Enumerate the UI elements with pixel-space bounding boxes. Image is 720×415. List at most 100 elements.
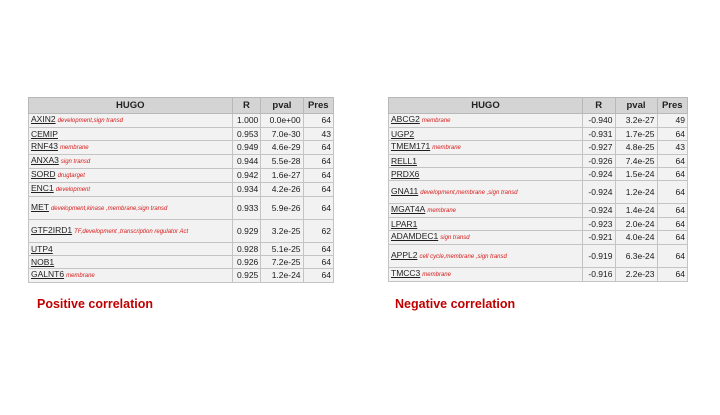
table-row: MGAT4A membrane -0.924 1.4e-24 64 xyxy=(388,203,689,218)
pval-cell: 4.8e-25 xyxy=(614,140,658,155)
gene-link[interactable]: APPL2 xyxy=(391,249,418,260)
table-row: ABCG2 membrane -0.940 3.2e-27 49 xyxy=(388,113,689,128)
table-row: SORD drugtarget 0.942 1.6e-27 64 xyxy=(28,168,335,183)
pval-cell: 5.1e-25 xyxy=(260,242,304,256)
gene-link[interactable]: LPAR1 xyxy=(391,218,418,229)
r-value-cell: -0.916 xyxy=(581,267,616,282)
gene-link[interactable]: UTP4 xyxy=(31,243,53,254)
gene-link[interactable]: GALNT6 xyxy=(31,269,65,279)
gene-link[interactable]: MET xyxy=(31,201,49,212)
pres-cell: 64 xyxy=(656,180,689,204)
gene-link[interactable]: UGP2 xyxy=(391,128,415,139)
table-header-row: HUGO R pval Pres xyxy=(388,97,689,114)
gene-link[interactable]: MGAT4A xyxy=(391,204,426,214)
r-value-cell: -0.926 xyxy=(581,154,616,168)
r-value-cell: 0.944 xyxy=(231,154,262,169)
gene-cell: UTP4 xyxy=(28,242,233,256)
table-row: UGP2 -0.931 1.7e-25 64 xyxy=(388,127,689,141)
gene-link[interactable]: ADAMDEC1 xyxy=(391,231,439,241)
gene-link[interactable]: NOB1 xyxy=(31,256,55,267)
gene-link[interactable]: PRDX6 xyxy=(391,168,420,179)
gene-annotation: membrane xyxy=(59,145,89,151)
column-header-pval[interactable]: pval xyxy=(614,97,658,114)
gene-cell: LPAR1 xyxy=(388,217,583,231)
pval-cell: 7.0e-30 xyxy=(260,127,304,141)
r-value-cell: -0.924 xyxy=(581,203,616,218)
pres-cell: 64 xyxy=(302,140,335,155)
gene-annotation: membrane xyxy=(422,272,451,278)
r-value-cell: 0.933 xyxy=(231,196,262,220)
pval-cell: 0.0e+00 xyxy=(260,113,304,128)
r-value-cell: 0.949 xyxy=(231,140,262,155)
pval-cell: 3.2e-25 xyxy=(260,219,304,243)
r-value-cell: -0.919 xyxy=(581,244,616,268)
gene-cell: NOB1 xyxy=(28,255,233,269)
gene-cell: ENC1 development xyxy=(28,182,233,197)
gene-link[interactable]: GNA11 xyxy=(391,185,419,196)
r-value-cell: 0.934 xyxy=(231,182,262,197)
gene-link[interactable]: ENC1 xyxy=(31,183,54,193)
gene-cell: SORD drugtarget xyxy=(28,168,233,183)
gene-cell: APPL2 cell cycle,membrane ,sign transd xyxy=(388,244,583,268)
gene-annotation: drugtarget xyxy=(57,173,85,179)
gene-annotation: membrane xyxy=(421,118,451,124)
gene-link[interactable]: ABCG2 xyxy=(391,114,420,124)
column-header-hugo[interactable]: HUGO xyxy=(28,97,233,114)
gene-cell: GNA11 development,membrane ,sign transd xyxy=(388,180,583,204)
column-header-hugo[interactable]: HUGO xyxy=(388,97,583,114)
column-header-pres[interactable]: Pres xyxy=(656,97,689,114)
gene-cell: TMEM171 membrane xyxy=(388,140,583,155)
gene-annotation: development xyxy=(55,187,91,193)
pval-cell: 6.3e-24 xyxy=(614,244,658,268)
gene-cell: RNF43 membrane xyxy=(28,140,233,155)
negative-correlation-caption: Negative correlation xyxy=(395,297,516,311)
pval-cell: 4.2e-26 xyxy=(260,182,304,197)
pres-cell: 43 xyxy=(302,127,335,141)
column-header-pval[interactable]: pval xyxy=(260,97,304,114)
pval-cell: 1.2e-24 xyxy=(260,268,304,283)
table-row: GTF2IRD1 TF,development ,transcription re… xyxy=(28,219,335,243)
pres-cell: 64 xyxy=(302,268,335,283)
pval-cell: 7.4e-25 xyxy=(614,154,658,168)
gene-link[interactable]: GTF2IRD1 xyxy=(31,224,73,235)
r-value-cell: -0.921 xyxy=(581,230,616,245)
column-header-r[interactable]: R xyxy=(231,97,262,114)
table-row: CEMIP 0.953 7.0e-30 43 xyxy=(28,127,335,141)
r-value-cell: -0.923 xyxy=(581,217,616,231)
pres-cell: 64 xyxy=(302,255,335,269)
column-header-pres[interactable]: Pres xyxy=(302,97,335,114)
gene-link[interactable]: RELL1 xyxy=(391,155,417,166)
gene-link[interactable]: ANXA3 xyxy=(31,155,59,165)
gene-annotation: TF,development ,transcription regulator … xyxy=(74,228,189,235)
pval-cell: 5.9e-26 xyxy=(260,196,304,220)
gene-cell: PRDX6 xyxy=(388,167,583,181)
r-value-cell: 0.928 xyxy=(231,242,262,256)
gene-link[interactable]: CEMIP xyxy=(31,128,58,139)
r-value-cell: -0.927 xyxy=(581,140,616,155)
r-value-cell: 0.942 xyxy=(231,168,262,183)
gene-annotation: development,sign transd xyxy=(57,118,123,124)
pval-cell: 1.6e-27 xyxy=(260,168,304,183)
gene-annotation: development,membrane ,sign transd xyxy=(420,189,518,196)
pval-cell: 2.2e-23 xyxy=(614,267,658,282)
r-value-cell: -0.940 xyxy=(581,113,616,128)
r-value-cell: 0.929 xyxy=(231,219,262,243)
table-row: ADAMDEC1 sign transd -0.921 4.0e-24 64 xyxy=(388,230,689,245)
gene-link[interactable]: TMCC3 xyxy=(391,268,421,278)
gene-link[interactable]: AXIN2 xyxy=(31,114,56,124)
table-row: NOB1 0.926 7.2e-25 64 xyxy=(28,255,335,269)
r-value-cell: -0.931 xyxy=(581,127,616,141)
r-value-cell: -0.924 xyxy=(581,180,616,204)
gene-link[interactable]: TMEM171 xyxy=(391,141,431,151)
r-value-cell: -0.924 xyxy=(581,167,616,181)
table-row: GALNT6 membrane 0.925 1.2e-24 64 xyxy=(28,268,335,283)
table-row: LPAR1 -0.923 2.0e-24 64 xyxy=(388,217,689,231)
table-header-row: HUGO R pval Pres xyxy=(28,97,335,114)
gene-link[interactable]: SORD xyxy=(31,169,56,179)
gene-link[interactable]: RNF43 xyxy=(31,141,58,151)
r-value-cell: 0.926 xyxy=(231,255,262,269)
gene-cell: GTF2IRD1 TF,development ,transcription re… xyxy=(28,219,233,243)
column-header-r[interactable]: R xyxy=(581,97,616,114)
pres-cell: 64 xyxy=(656,267,689,282)
table-row: ENC1 development 0.934 4.2e-26 64 xyxy=(28,182,335,197)
